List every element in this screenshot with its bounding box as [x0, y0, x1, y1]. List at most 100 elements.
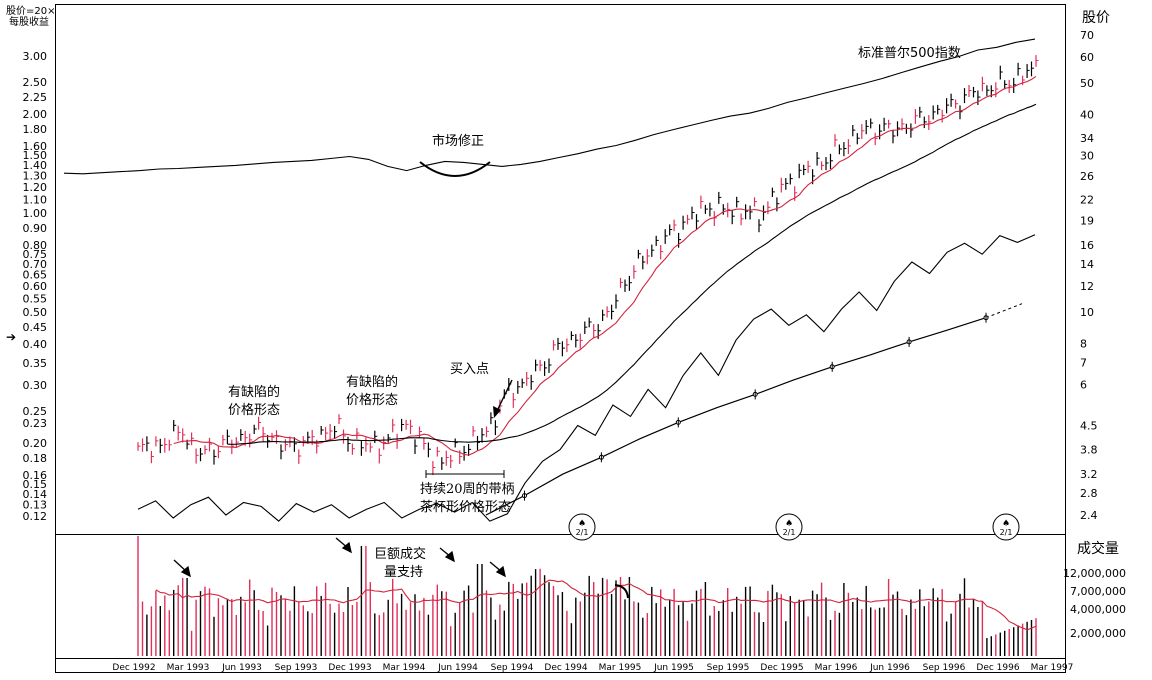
right-tick-label: 50 [1080, 77, 1094, 90]
left-tick-label: 0.70 [23, 258, 48, 271]
split-marker-2: ♠ 2/1 [775, 513, 803, 541]
right-tick-label: 22 [1080, 194, 1094, 207]
left-tick-label: 0.60 [23, 280, 48, 293]
market-correction-label: 市场修正 [432, 133, 484, 149]
right-tick-label: 8 [1080, 338, 1087, 351]
volume-tick-label: 7,000,000 [1070, 585, 1126, 598]
right-tick-label: 3.2 [1080, 468, 1098, 481]
left-tick-label: 1.80 [23, 123, 48, 136]
ma10-line [173, 75, 1037, 456]
right-tick-label: 40 [1080, 109, 1094, 122]
cup-handle-line1: 持续20周的带柄 [420, 481, 515, 497]
date-label: Jun 1996 [869, 663, 910, 673]
left-tick-label: 0.23 [23, 417, 48, 430]
left-tick-label: 0.16 [23, 469, 48, 482]
left-tick-label: 1.20 [23, 181, 48, 194]
flawed-pattern-2-line2: 价格形态 [346, 392, 398, 408]
right-tick-label: 4.5 [1080, 420, 1098, 433]
left-tick-label: 0.90 [23, 222, 48, 235]
left-tick-label: 0.25 [23, 405, 48, 418]
left-tick-label: 0.12 [23, 510, 48, 523]
date-label: Dec 1996 [976, 663, 1019, 673]
left-tick-label: 3.00 [23, 50, 48, 63]
big-volume-line1: 巨额成交 [374, 546, 426, 562]
left-tick-label: 0.50 [23, 306, 48, 319]
right-tick-label: 30 [1080, 150, 1094, 163]
right-tick-label: 10 [1080, 306, 1094, 319]
eps-projection-line [985, 303, 1023, 319]
left-axis-arrow: ➔ [6, 330, 16, 344]
date-axis-frame [55, 658, 1066, 673]
eps-dots [522, 312, 989, 501]
left-tick-label: 0.65 [23, 269, 48, 282]
left-tick-label: 2.00 [23, 108, 48, 121]
split-marker-1: ♠ 2/1 [568, 513, 596, 541]
date-label: Mar 1996 [815, 663, 858, 673]
volume-average-line [155, 579, 1037, 631]
right-tick-label: 2.8 [1080, 487, 1098, 500]
volume-tick-label: 12,000,000 [1063, 567, 1126, 580]
left-tick-label: 0.20 [23, 437, 48, 450]
volume-panel-frame [55, 534, 1066, 659]
right-tick-label: 16 [1080, 239, 1094, 252]
date-label: Sep 1995 [707, 663, 750, 673]
date-label: Jun 1995 [653, 663, 694, 673]
date-label: Mar 1995 [599, 663, 642, 673]
date-label: Sep 1994 [491, 663, 534, 673]
right-tick-label: 6 [1080, 379, 1087, 392]
flawed-pattern-2-line1: 有缺陷的 [346, 374, 398, 390]
right-tick-label: 70 [1080, 29, 1094, 42]
date-label: Mar 1994 [383, 663, 426, 673]
left-tick-label: 1.40 [23, 159, 48, 172]
right-axis-title: 股价 [1082, 10, 1110, 26]
date-label: Mar 1993 [167, 663, 210, 673]
left-tick-label: 0.30 [23, 379, 48, 392]
volume-arc [614, 584, 629, 599]
flawed-pattern-1-line2: 价格形态 [228, 402, 280, 418]
date-label: Dec 1995 [760, 663, 803, 673]
svg-text:♠: ♠ [578, 519, 586, 529]
flawed-pattern-1-line1: 有缺陷的 [228, 384, 280, 400]
left-tick-label: 0.75 [23, 248, 48, 261]
split-label-2: 2/1 [783, 528, 796, 537]
volume-tick-label: 2,000,000 [1070, 627, 1126, 640]
big-volume-line2: 量支持 [384, 565, 423, 580]
price-bars [137, 55, 1039, 476]
right-tick-label: 2.4 [1080, 509, 1098, 522]
date-label: Dec 1992 [112, 663, 155, 673]
date-label: Jun 1994 [437, 663, 478, 673]
date-label: Sep 1993 [275, 663, 318, 673]
split-marker-3: ♠ 2/1 [992, 513, 1020, 541]
volume-bars [137, 536, 1037, 656]
volume-axis-title: 成交量 [1077, 540, 1119, 557]
date-label: Mar 1997 [1031, 663, 1074, 673]
right-tick-label: 26 [1080, 170, 1094, 183]
buy-point-arrowhead [493, 406, 501, 418]
right-tick-label: 19 [1080, 215, 1094, 228]
split-label-1: 2/1 [576, 528, 589, 537]
right-tick-label: 12 [1080, 280, 1094, 293]
left-tick-label: 1.00 [23, 207, 48, 220]
date-axis-labels: Dec 1992 Mar 1993 Jun 1993 Sep 1993 Dec 1993… [112, 663, 1073, 673]
svg-text:♠: ♠ [1002, 519, 1010, 529]
left-tick-label: 0.45 [23, 321, 48, 334]
eps-line [485, 317, 987, 516]
left-tick-label: 0.55 [23, 292, 48, 305]
left-tick-label: 2.50 [23, 76, 48, 89]
ma40-line [227, 103, 1037, 445]
right-tick-label: 34 [1080, 132, 1094, 145]
cup-handle-line2: 茶杯形价格形态 [420, 499, 511, 515]
left-tick-label: 0.18 [23, 452, 48, 465]
price-panel-frame [55, 4, 1066, 535]
date-label: Dec 1993 [328, 663, 371, 673]
sp500-label: 标准普尔500指数 [858, 46, 961, 61]
left-axis-title-1: 股价=20× [6, 5, 55, 17]
left-tick-label: 1.50 [23, 149, 48, 162]
left-axis-ticks: 3.00 2.50 2.25 2.00 1.80 1.601.501.401.301.20… [23, 50, 48, 523]
left-tick-label: 0.80 [23, 239, 48, 252]
right-tick-label: 14 [1080, 258, 1094, 271]
left-tick-label: 0.40 [23, 338, 48, 351]
relative-strength-line [137, 234, 1036, 522]
market-correction-arc [419, 161, 491, 177]
